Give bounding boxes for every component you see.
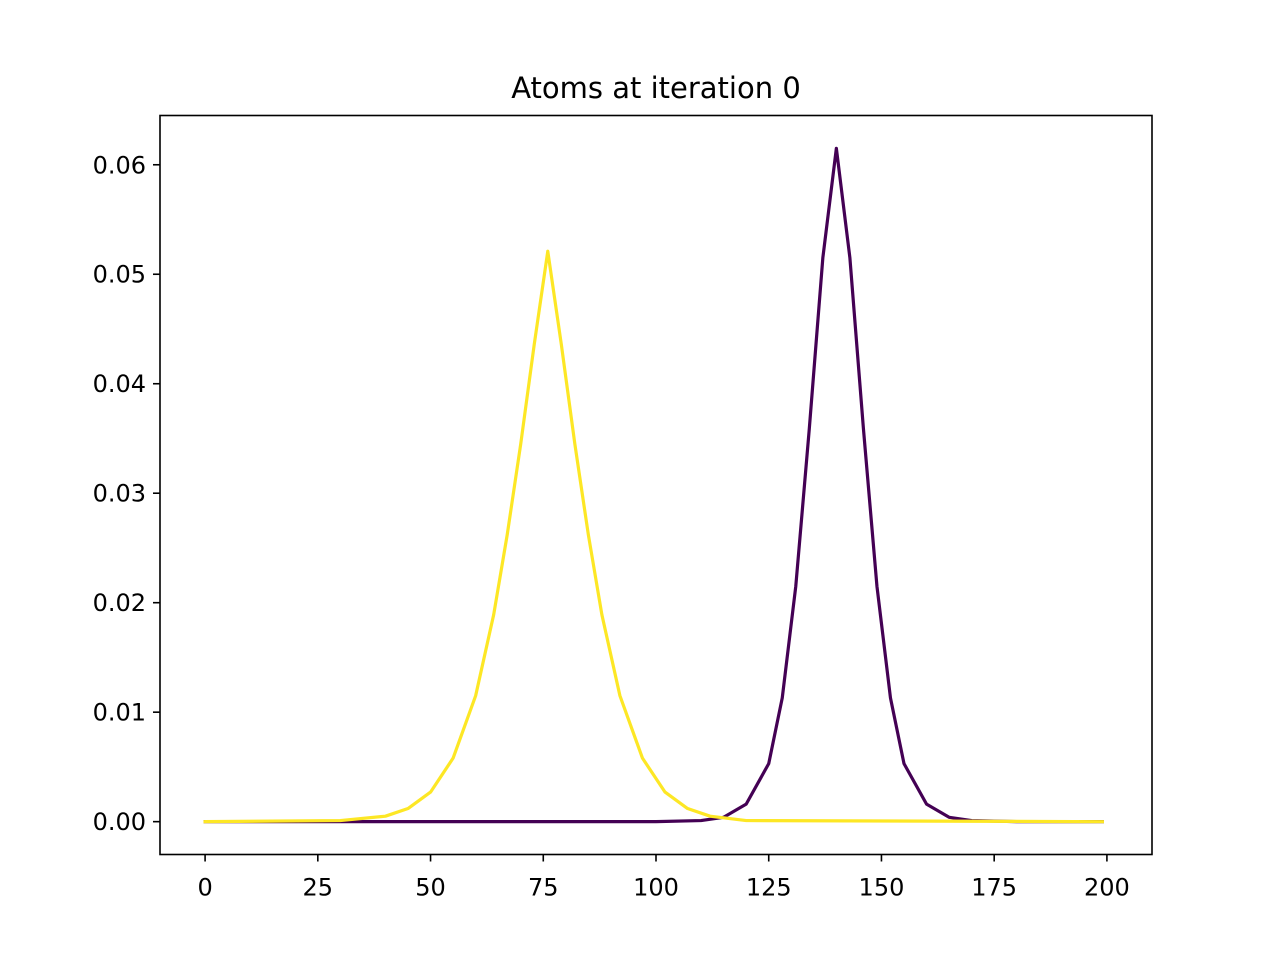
y-tick-label: 0.01 bbox=[93, 699, 146, 727]
series-line-2 bbox=[203, 249, 1105, 824]
y-tick-label: 0.00 bbox=[93, 808, 146, 836]
x-tick-label: 25 bbox=[303, 874, 334, 902]
x-tick-label: 200 bbox=[1084, 874, 1130, 902]
x-tick-label: 175 bbox=[971, 874, 1017, 902]
series-line-1 bbox=[203, 146, 1104, 824]
x-tick-label: 100 bbox=[633, 874, 679, 902]
y-tick-label: 0.02 bbox=[93, 589, 146, 617]
x-axis-ticks: 0 25 50 75 100 125 150 175 200 bbox=[197, 854, 1130, 902]
x-tick-label: 125 bbox=[746, 874, 792, 902]
y-tick-label: 0.06 bbox=[93, 151, 146, 179]
y-tick-label: 0.04 bbox=[93, 370, 146, 398]
x-tick-label: 50 bbox=[415, 874, 446, 902]
chart-title: Atoms at iteration 0 bbox=[511, 71, 801, 105]
plot-area-frame bbox=[159, 114, 1153, 856]
x-tick-label: 150 bbox=[859, 874, 905, 902]
x-tick-label: 0 bbox=[197, 874, 212, 902]
series-layer bbox=[203, 146, 1105, 824]
y-tick-label: 0.03 bbox=[93, 480, 146, 508]
x-tick-label: 75 bbox=[528, 874, 559, 902]
y-tick-label: 0.05 bbox=[93, 261, 146, 289]
y-axis-ticks: 0.00 0.01 0.02 0.03 0.04 0.05 0.06 bbox=[93, 151, 160, 836]
